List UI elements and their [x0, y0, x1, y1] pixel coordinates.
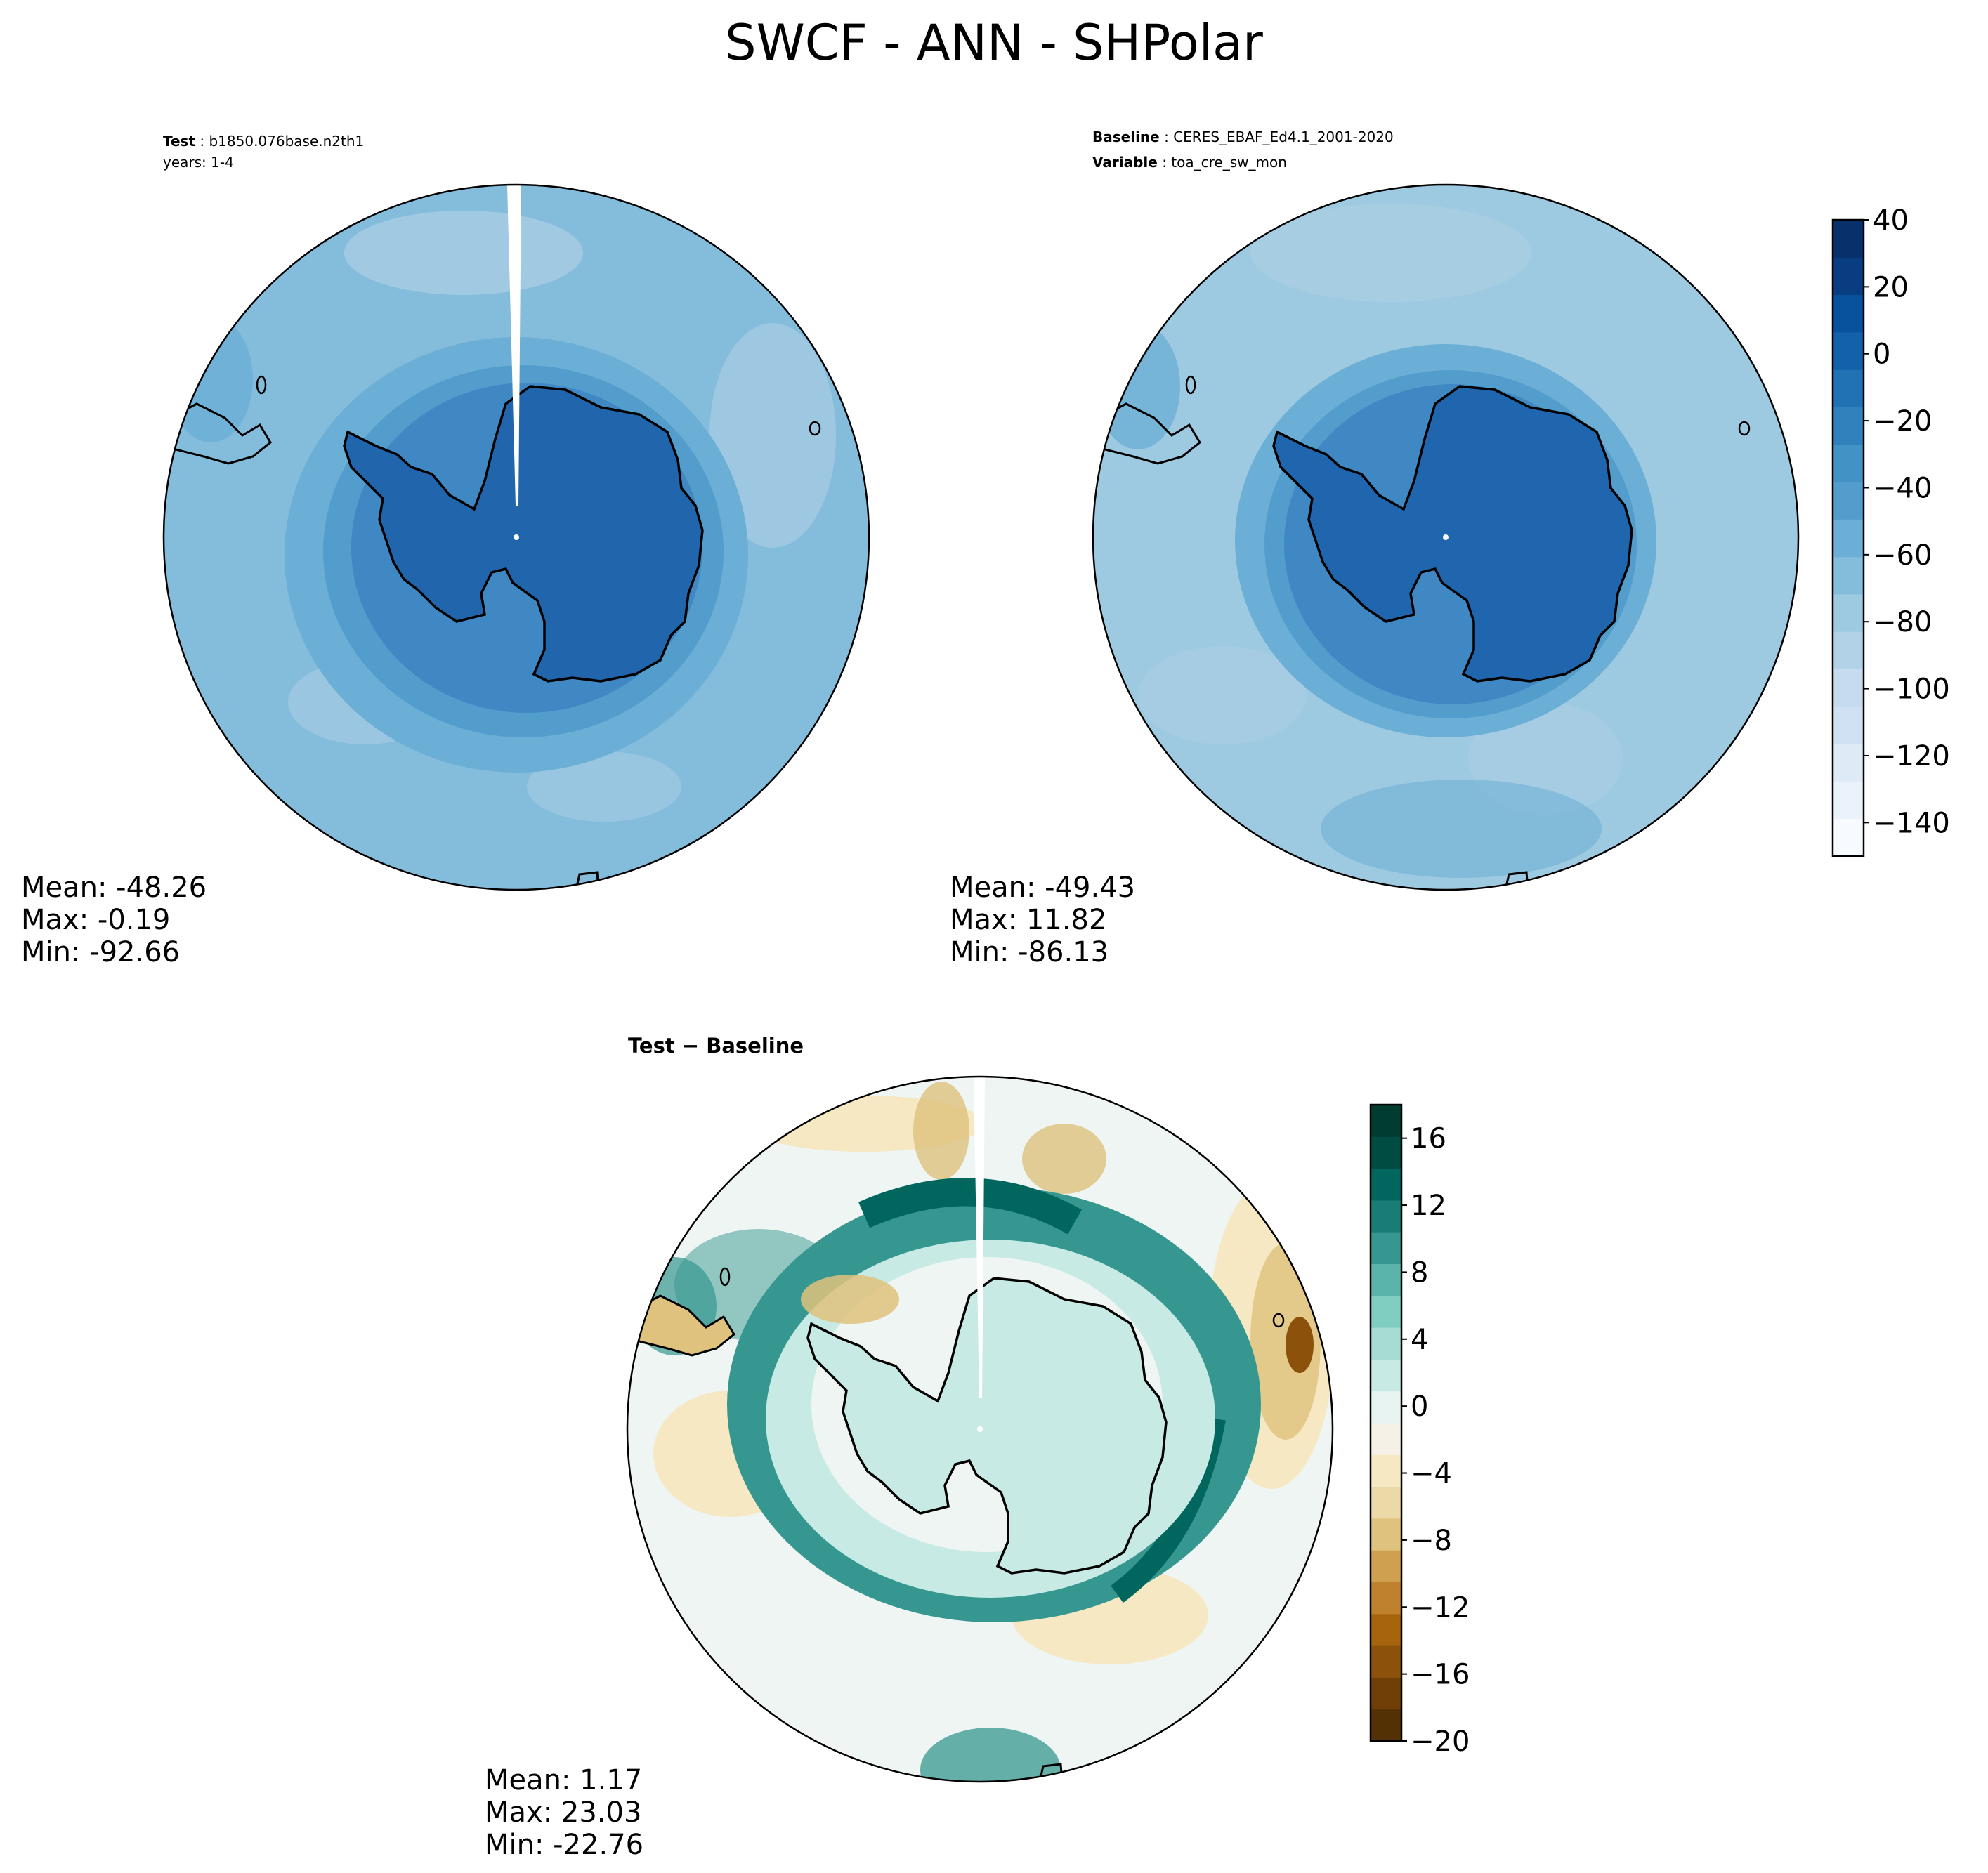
diff-max: Max: 23.03 [485, 1796, 641, 1829]
diff-colorbar-tick-label: 12 [1411, 1190, 1446, 1222]
main-colorbar-tick-label: −40 [1873, 472, 1932, 504]
main-colorbar-swatch [1833, 744, 1864, 782]
baseline-label: Baseline : CERES_EBAF_Ed4.1_2001-2020 [1092, 129, 1394, 145]
main-colorbar: 40 20 0 −20 −40 −60 −80 −100 −120 −140 [1831, 204, 1950, 857]
baseline-min: Min: -86.13 [950, 936, 1109, 968]
main-colorbar-ticks: 40 20 0 −20 −40 −60 −80 −100 −120 −140 [1864, 204, 1950, 839]
diff-colorbar-swatch [1371, 1200, 1401, 1233]
main-colorbar-tick-label: 20 [1873, 271, 1909, 303]
diff-colorbar-tick-label: 8 [1411, 1256, 1428, 1289]
diff-colorbar-swatch [1371, 1486, 1401, 1519]
diff-colorbar: 16 12 8 4 0 −4 −8 −12 −16 −20 [1369, 1103, 1470, 1758]
diff-colorbar-frame [1369, 1103, 1403, 1742]
diff-colorbar-swatch [1371, 1677, 1401, 1710]
main-colorbar-swatch [1833, 556, 1864, 595]
diff-panel: Test − Baseline [485, 1034, 1334, 1861]
test-mean: Mean: -48.26 [21, 872, 207, 904]
baseline-map [1093, 185, 1798, 890]
diff-colorbar-tick-label: −12 [1411, 1591, 1470, 1624]
main-colorbar-swatch [1833, 444, 1864, 482]
main-colorbar-swatch [1833, 669, 1864, 707]
main-colorbar-swatch [1833, 369, 1864, 407]
diff-colorbar-swatch [1371, 1613, 1401, 1646]
diff-colorbar-tick-label: −4 [1411, 1458, 1452, 1490]
main-colorbar-tick-label: −100 [1873, 673, 1950, 706]
diff-colorbar-tick-label: −8 [1411, 1525, 1452, 1557]
main-colorbar-swatch [1833, 706, 1864, 744]
main-colorbar-swatch [1833, 220, 1864, 258]
diff-colorbar-swatch [1371, 1168, 1401, 1201]
test-missing-data-gap [507, 185, 521, 506]
diff-colorbar-swatch [1371, 1582, 1401, 1615]
diff-colorbar-swatch [1371, 1105, 1401, 1137]
main-colorbar-swatch [1833, 331, 1864, 370]
baseline-map-boundary [1092, 183, 1800, 891]
diff-colorbar-swatch [1371, 1391, 1401, 1424]
main-colorbar-swatch [1833, 257, 1864, 296]
diff-min: Min: -22.76 [485, 1829, 643, 1861]
diff-map [627, 1077, 1333, 1782]
diff-colorbar-swatches [1371, 1105, 1401, 1742]
main-colorbar-tick-label: −20 [1873, 405, 1932, 438]
main-colorbar-tick-label: −80 [1873, 606, 1932, 638]
diff-colorbar-tick-label: 16 [1411, 1123, 1446, 1155]
main-colorbar-swatch [1833, 519, 1864, 558]
diff-mean: Mean: 1.17 [485, 1764, 642, 1796]
baseline-panel: Baseline : CERES_EBAF_Ed4.1_2001-2020 Va… [950, 129, 1800, 968]
diff-title: Test − Baseline [628, 1034, 804, 1058]
diff-colorbar-swatch [1371, 1423, 1401, 1455]
test-min: Min: -92.66 [21, 936, 180, 968]
main-colorbar-swatch [1833, 407, 1864, 445]
diff-colorbar-tick-label: 0 [1411, 1391, 1428, 1423]
main-colorbar-tick-label: −140 [1873, 807, 1950, 839]
test-map-boundary [162, 183, 870, 891]
baseline-mean: Mean: -49.43 [950, 872, 1135, 904]
diff-colorbar-tick-label: 4 [1411, 1324, 1428, 1356]
test-years: years: 1-4 [163, 154, 234, 171]
test-map [164, 185, 869, 890]
diff-colorbar-swatch [1371, 1136, 1401, 1169]
test-panel: Test : b1850.076base.n2th1 years: 1-4 Me… [21, 133, 870, 968]
main-colorbar-swatch [1833, 593, 1864, 632]
main-colorbar-tick-label: −120 [1873, 740, 1950, 773]
test-max: Max: -0.19 [21, 904, 170, 936]
figure-title: SWCF - ANN - SHPolar [725, 14, 1263, 72]
baseline-variable: Variable : toa_cre_sw_mon [1092, 154, 1287, 171]
diff-missing-data-gap [974, 1077, 985, 1398]
main-colorbar-tick-label: 0 [1873, 339, 1890, 371]
main-colorbar-tick-label: 40 [1873, 204, 1909, 237]
diff-colorbar-swatch [1371, 1709, 1401, 1742]
diff-colorbar-swatch [1371, 1263, 1401, 1296]
main-colorbar-swatch [1833, 818, 1864, 857]
test-label: Test : b1850.076base.n2th1 [163, 133, 364, 150]
main-colorbar-swatches [1833, 220, 1864, 857]
main-colorbar-swatch [1833, 294, 1864, 333]
diff-colorbar-swatch [1371, 1295, 1401, 1328]
main-colorbar-tick-label: −60 [1873, 539, 1932, 572]
diff-colorbar-tick-label: −16 [1411, 1659, 1470, 1691]
diff-colorbar-swatch [1371, 1327, 1401, 1360]
diff-colorbar-swatch [1371, 1359, 1401, 1392]
diff-colorbar-swatch [1371, 1550, 1401, 1582]
diff-colorbar-swatch [1371, 1232, 1401, 1264]
main-colorbar-frame [1831, 218, 1865, 857]
baseline-max: Max: 11.82 [950, 904, 1106, 936]
main-colorbar-swatch [1833, 482, 1864, 520]
diff-colorbar-swatch [1371, 1454, 1401, 1487]
diff-colorbar-swatch [1371, 1518, 1401, 1551]
diff-colorbar-tick-label: −20 [1411, 1726, 1470, 1758]
diff-colorbar-ticks: 16 12 8 4 0 −4 −8 −12 −16 −20 [1401, 1123, 1470, 1758]
diff-map-boundary [626, 1075, 1334, 1783]
main-colorbar-swatch [1833, 631, 1864, 670]
diff-colorbar-swatch [1371, 1645, 1401, 1678]
main-colorbar-swatch [1833, 781, 1864, 820]
test-light-patch [344, 211, 583, 295]
